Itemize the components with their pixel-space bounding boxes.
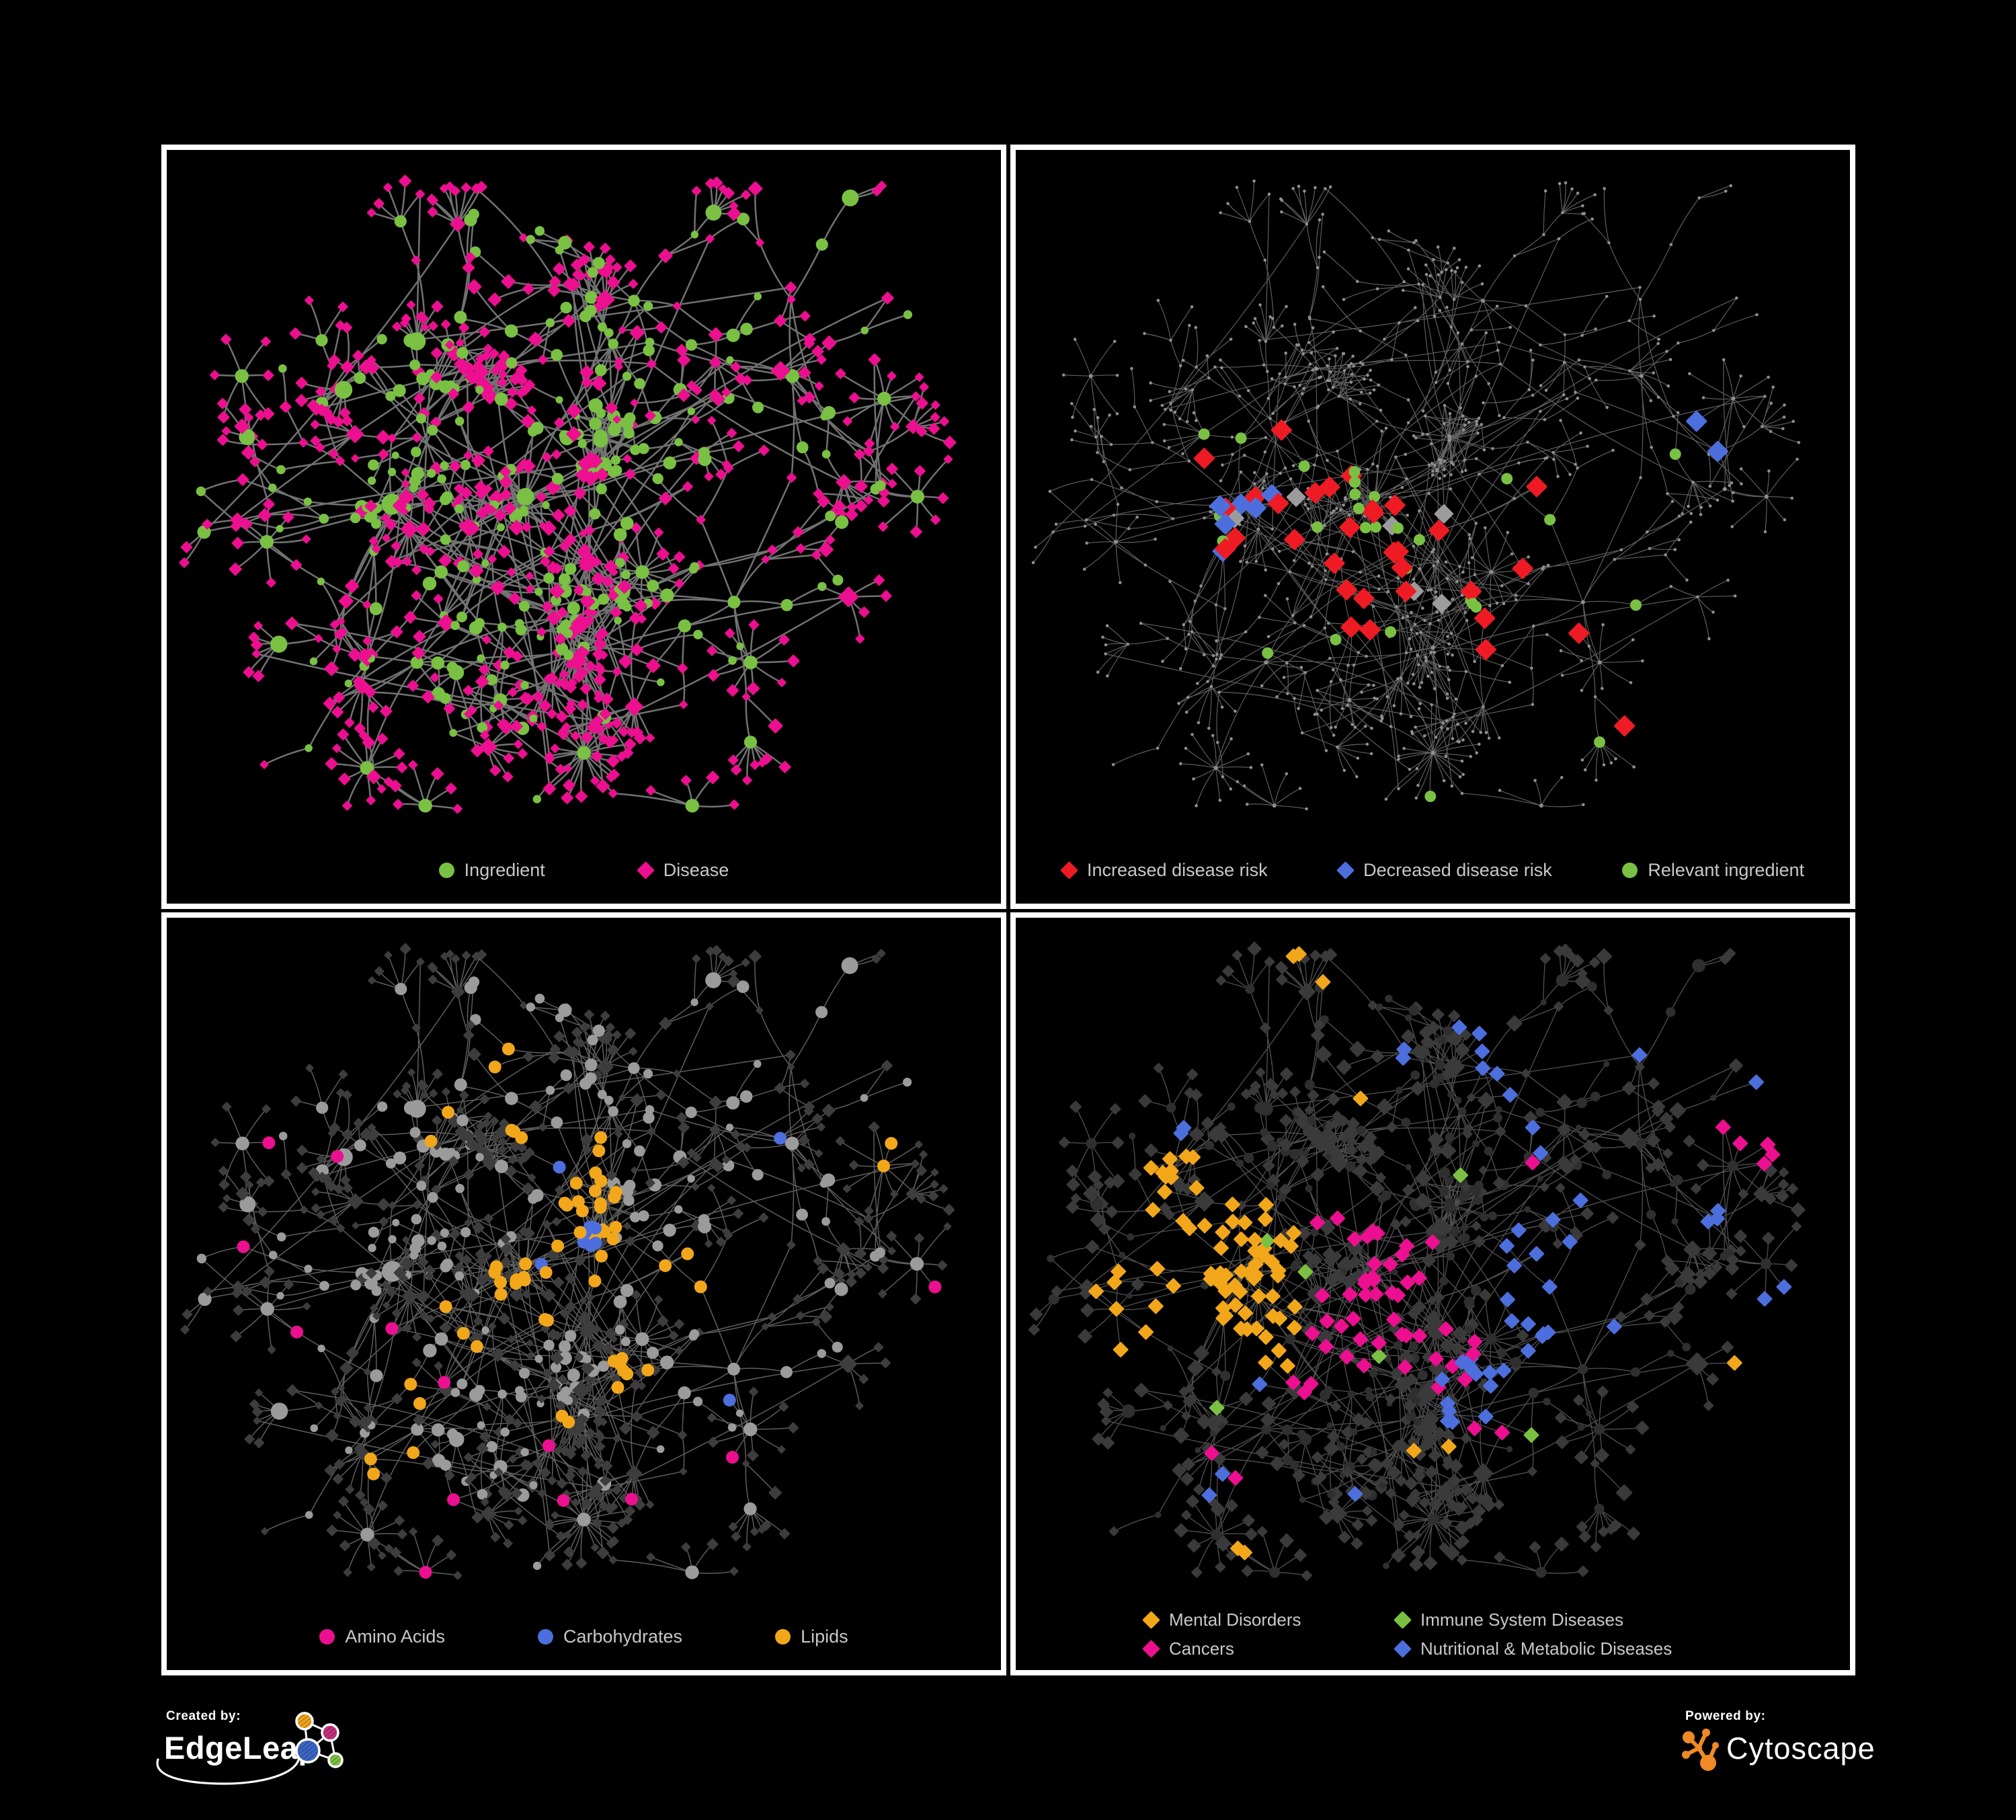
legend-label: Relevant ingredient xyxy=(1648,860,1804,880)
powered-by-label: Powered by: xyxy=(1685,1709,1766,1723)
created-by-label: Created by: xyxy=(166,1709,241,1723)
legend-circle-icon xyxy=(319,1629,335,1645)
network-graph xyxy=(1031,180,1801,811)
legend-label: Lipids xyxy=(801,1626,848,1647)
network-panel-disease-risk: Increased disease risk Decreased disease … xyxy=(1010,145,1855,909)
legend: Mental Disorders Immune System Diseases Ca… xyxy=(1142,1610,1672,1659)
legend-label: Nutritional & Metabolic Diseases xyxy=(1420,1638,1672,1659)
legend: Ingredient Disease xyxy=(167,860,1001,881)
legend-label: Carbohydrates xyxy=(563,1626,683,1647)
legend-diamond-icon xyxy=(1142,1640,1160,1658)
legend-label: Cancers xyxy=(1169,1638,1234,1659)
legend-item: Carbohydrates xyxy=(537,1626,683,1647)
cytoscape-logo-icon xyxy=(1682,1729,1719,1771)
network-panel-ingredient-classes: Amino Acids Carbohydrates Lipids xyxy=(161,912,1006,1675)
legend-diamond-icon xyxy=(636,861,655,879)
legend-circle-icon xyxy=(537,1629,553,1645)
legend-circle-icon xyxy=(1622,863,1638,878)
legend-item: Amino Acids xyxy=(319,1626,445,1647)
cytoscape-wordmark: Cytoscape xyxy=(1726,1731,1876,1766)
legend-label: Amino Acids xyxy=(345,1626,445,1647)
legend-label: Ingredient xyxy=(464,860,545,880)
legend-item: Relevant ingredient xyxy=(1622,860,1804,881)
legend-diamond-icon xyxy=(1060,861,1078,879)
legend-item: Cancers xyxy=(1142,1638,1395,1659)
legend-item: Ingredient xyxy=(438,860,545,881)
legend-item: Nutritional & Metabolic Diseases xyxy=(1394,1638,1672,1659)
network-panel-ingredient-disease: Ingredient Disease xyxy=(161,145,1006,909)
legend-circle-icon xyxy=(438,863,454,878)
legend-diamond-icon xyxy=(1394,1611,1412,1629)
legend: Amino Acids Carbohydrates Lipids xyxy=(167,1626,1001,1647)
edgeleap-logo-icon xyxy=(295,1712,344,1768)
legend-item: Immune System Diseases xyxy=(1394,1610,1672,1630)
legend-item: Increased disease risk xyxy=(1060,860,1268,881)
network-panel-disease-classes: Mental Disorders Immune System Diseases Ca… xyxy=(1010,912,1855,1675)
network-graph xyxy=(1028,941,1806,1581)
legend-item: Lipids xyxy=(775,1626,848,1647)
network-graph xyxy=(179,174,957,814)
legend-circle-icon xyxy=(775,1629,791,1645)
legend-item: Disease xyxy=(636,860,729,881)
network-graph xyxy=(180,943,955,1580)
legend-diamond-icon xyxy=(1336,861,1355,879)
legend-item: Decreased disease risk xyxy=(1336,860,1552,881)
legend-label: Immune System Diseases xyxy=(1420,1610,1623,1630)
legend-label: Mental Disorders xyxy=(1169,1610,1301,1630)
legend-diamond-icon xyxy=(1394,1640,1412,1658)
legend-item: Mental Disorders xyxy=(1142,1610,1395,1630)
legend-label: Increased disease risk xyxy=(1087,860,1268,880)
legend-diamond-icon xyxy=(1142,1611,1160,1629)
legend: Increased disease risk Decreased disease … xyxy=(1016,860,1850,881)
legend-label: Disease xyxy=(663,860,729,880)
legend-label: Decreased disease risk xyxy=(1363,860,1552,880)
